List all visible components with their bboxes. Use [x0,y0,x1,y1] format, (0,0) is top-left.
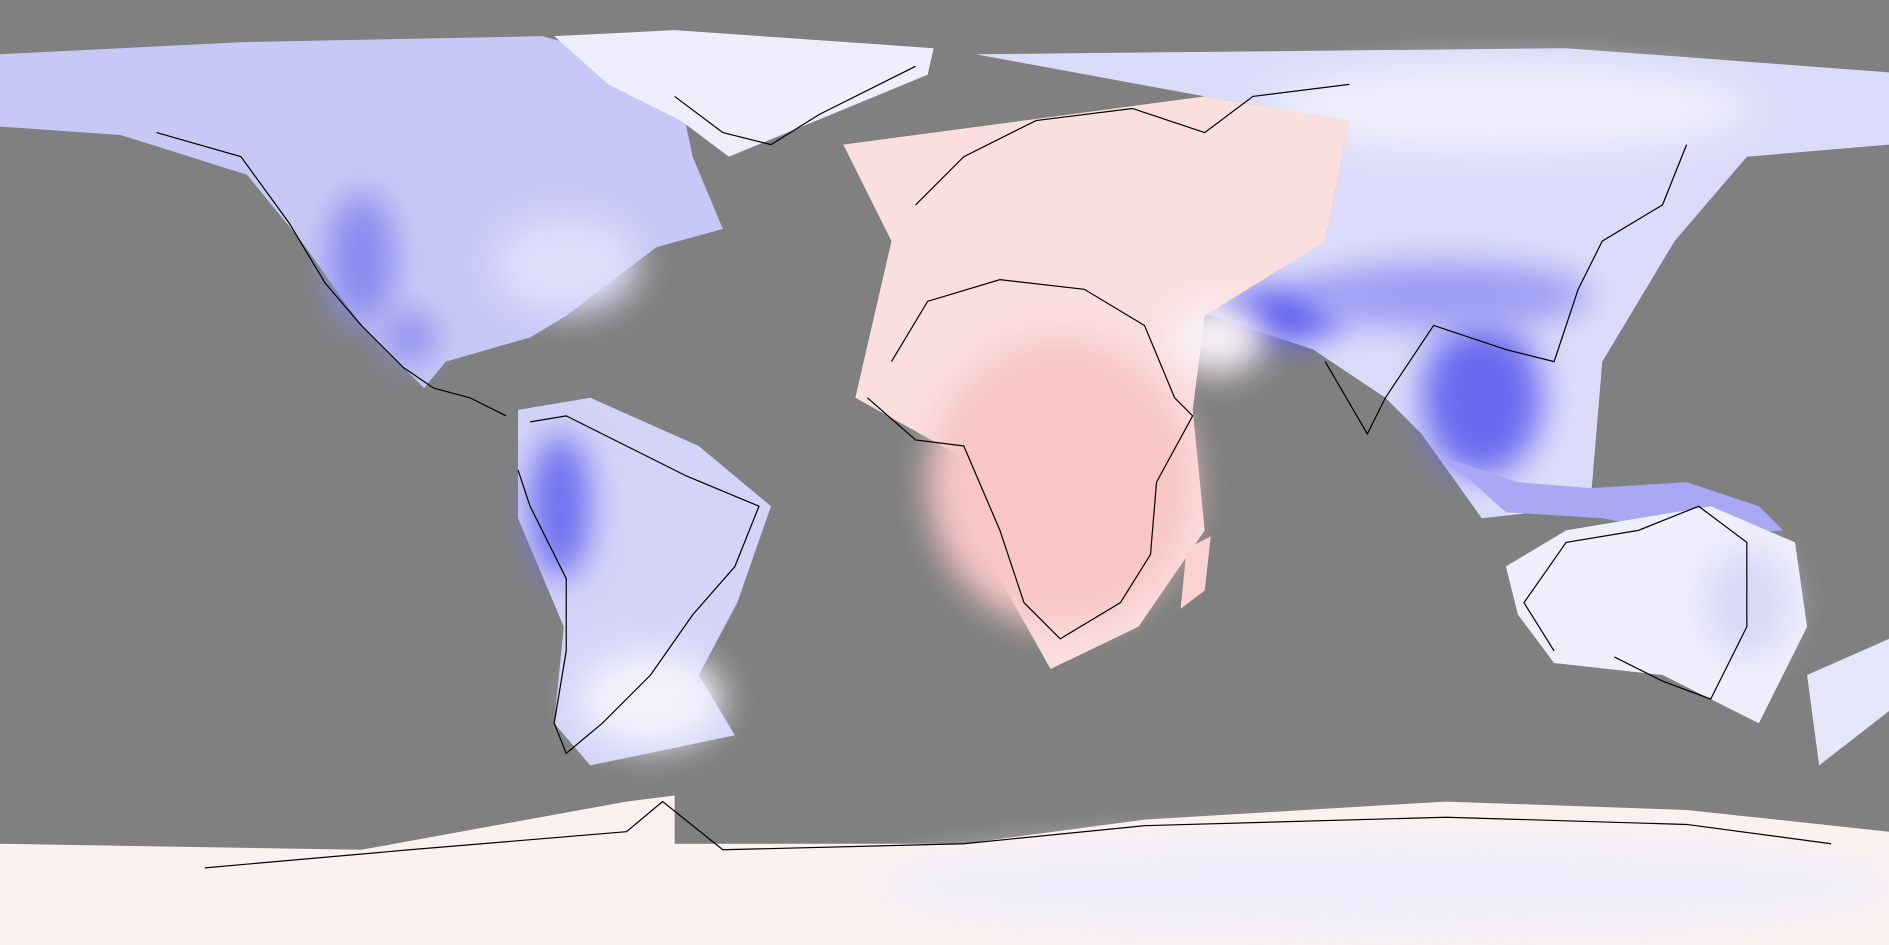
china-anomaly [1301,261,1591,330]
coastlines [156,65,1832,869]
coastline [915,83,1350,206]
coastline [674,65,916,146]
andes-anomaly [530,433,591,579]
coastline [1523,505,1748,700]
coastline [156,132,507,417]
africa-warm [927,337,1193,627]
plains-pale [493,216,639,314]
southeast-asia-anomaly [1421,319,1543,477]
new-zealand [1807,638,1889,766]
antarctica-cool [879,837,1889,935]
arabia-pale [1168,301,1265,374]
mexico-anomaly [383,313,437,362]
coastline [1324,144,1688,436]
patagonia-pale [578,650,723,748]
rockies-anomaly [327,192,396,326]
siberia-pale [1264,66,1747,151]
coastline [204,800,1832,869]
greenland [554,30,934,157]
coastline [517,415,760,755]
coastline [867,279,1194,640]
madagascar [1180,536,1211,609]
